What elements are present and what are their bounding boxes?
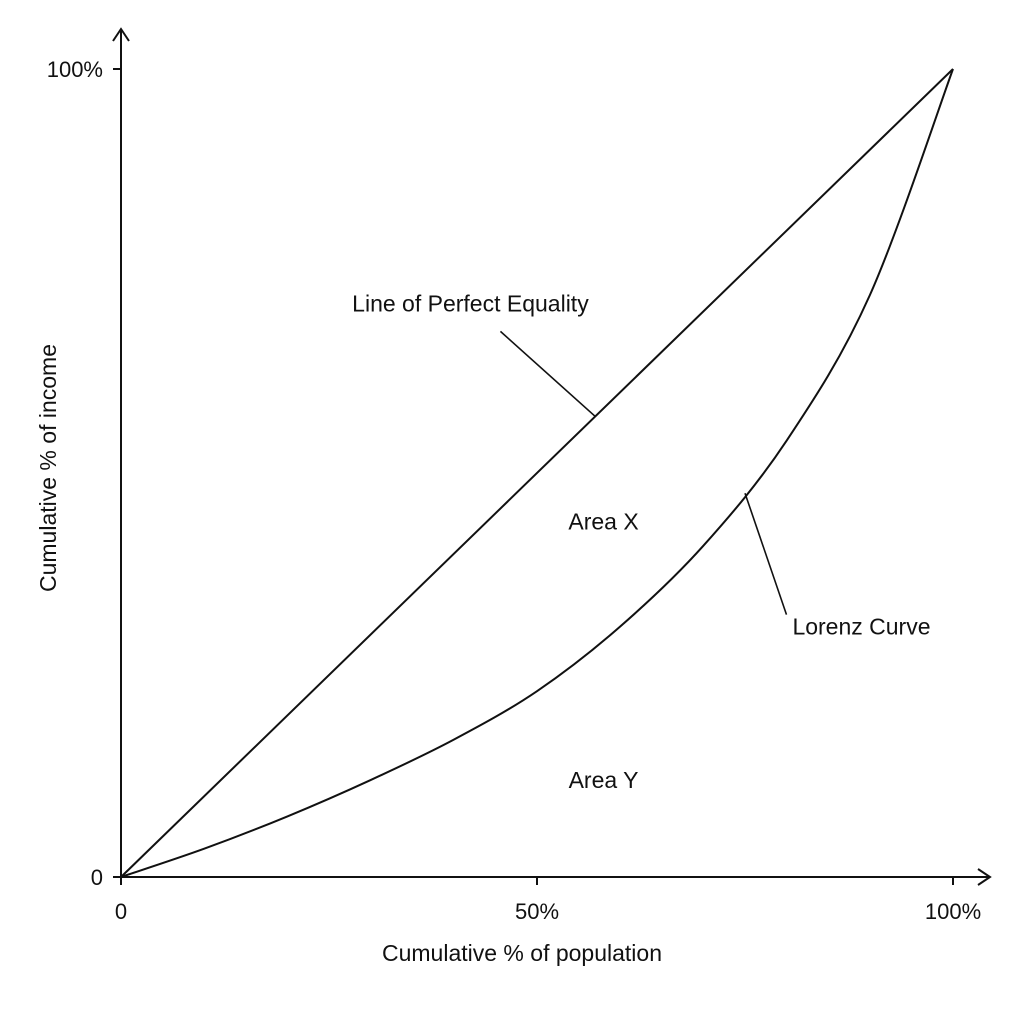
annotation-label: Area X [568,509,638,535]
x-tick-group: 0 50% 100% [115,877,981,924]
series-group [120,68,954,878]
x-axis-arrowhead [977,868,992,886]
x-tick-label: 50% [515,899,559,924]
y-tick-label: 100% [47,57,103,82]
y-tick-group: 0 100% [47,57,121,890]
y-axis-arrowhead [112,27,130,42]
annotation-leader-line [744,492,788,615]
line-of-perfect-equality-line [120,68,954,878]
lorenz-curve-line [120,68,954,878]
annotation-label: Lorenz Curve [792,614,930,640]
x-tick-label: 100% [925,899,981,924]
x-tick-label: 0 [115,899,127,924]
y-axis-title: Cumulative % of income [35,344,61,592]
annotation-label: Area Y [569,767,639,793]
annotation-leader-line [499,330,596,418]
y-tick-label: 0 [91,865,103,890]
annotation-label: Line of Perfect Equality [352,290,589,316]
x-axis-title: Cumulative % of population [382,940,662,966]
annotation-group: Line of Perfect Equality Lorenz Curve Area… [352,290,930,793]
